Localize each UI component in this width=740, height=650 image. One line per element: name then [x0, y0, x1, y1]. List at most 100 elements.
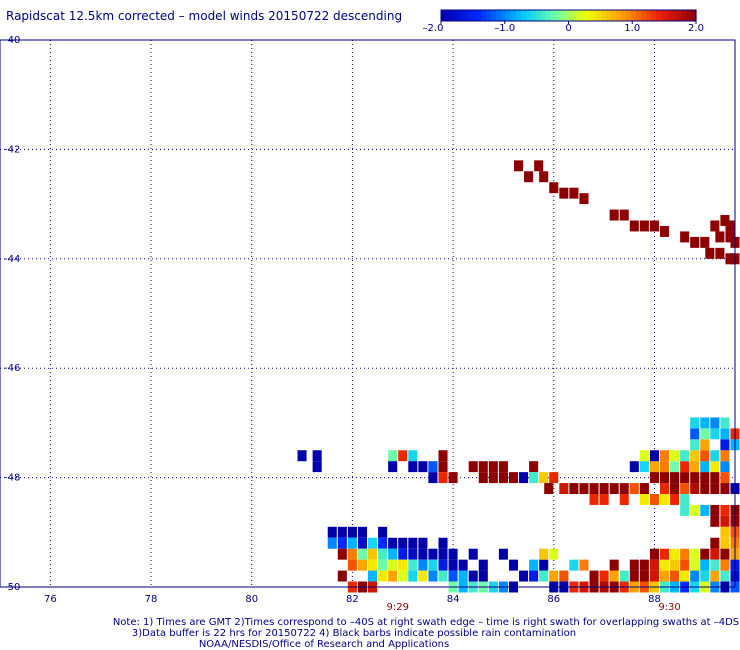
colorbar-segment: [541, 10, 547, 21]
plot-frame: [0, 39, 736, 588]
data-cell: [599, 570, 609, 582]
colorbar-segment: [531, 10, 537, 21]
data-cell: [468, 548, 478, 560]
data-cell: [388, 450, 398, 462]
data-cell: [659, 225, 670, 237]
colorbar-segment: [611, 10, 617, 21]
data-cell: [720, 461, 730, 473]
data-cell: [368, 570, 378, 582]
data-cell: [690, 236, 700, 248]
colorbar-segment: [571, 10, 577, 21]
data-cell: [710, 472, 720, 484]
data-cell: [347, 537, 357, 549]
data-cell: [498, 461, 508, 473]
data-cell: [690, 450, 700, 462]
data-cell: [428, 570, 438, 582]
data-cell: [690, 461, 700, 473]
data-cell: [428, 559, 438, 571]
data-cell: [448, 570, 458, 582]
data-cell: [649, 220, 659, 232]
data-cell: [498, 548, 508, 560]
data-cell: [670, 450, 680, 462]
data-cell: [418, 537, 428, 549]
data-cell: [569, 559, 579, 571]
data-cell: [539, 559, 549, 571]
colorbar-segment: [641, 10, 647, 21]
data-cell: [539, 570, 549, 582]
data-cell: [438, 537, 448, 549]
data-cell: [448, 472, 458, 484]
data-cell: [700, 461, 710, 473]
data-cell: [659, 450, 670, 462]
data-cell: [347, 559, 357, 571]
data-cell: [639, 483, 649, 495]
data-cell: [312, 461, 322, 473]
data-cell: [398, 537, 408, 549]
data-cell: [680, 570, 690, 582]
colorbar-segment: [551, 10, 557, 21]
colorbar-segment: [681, 10, 687, 21]
data-cell: [720, 417, 730, 429]
colorbar-segment: [621, 10, 627, 21]
data-cell: [589, 483, 599, 495]
data-cell: [579, 559, 589, 571]
data-cell: [327, 526, 337, 538]
data-cell: [458, 559, 468, 571]
data-cell: [700, 417, 710, 429]
data-cell: [408, 570, 418, 582]
colorbar: [440, 9, 697, 22]
data-cell: [680, 559, 690, 571]
data-cell: [312, 450, 322, 462]
colorbar-segment: [566, 10, 572, 21]
data-cell: [408, 461, 418, 473]
x-tick-label: 84: [447, 594, 460, 605]
data-cell: [720, 515, 730, 527]
data-cell: [710, 450, 720, 462]
data-cell: [559, 187, 569, 199]
note-line-3: NOAA/NESDIS/Office of Research and Appli…: [199, 639, 449, 650]
data-cell: [700, 559, 710, 571]
data-cell: [438, 461, 448, 473]
data-cell: [524, 171, 534, 183]
data-cell: [629, 461, 639, 473]
data-cell: [700, 504, 710, 516]
note-line-2: 3)Data buffer is 22 hrs for 20150722 4) …: [132, 628, 576, 639]
data-cell: [428, 472, 438, 484]
x-tick-label: 82: [346, 594, 359, 605]
data-cell: [670, 548, 680, 560]
data-cell: [549, 570, 559, 582]
data-cell: [609, 559, 619, 571]
data-cell: [659, 548, 670, 560]
data-cell: [599, 483, 609, 495]
data-cell: [619, 570, 629, 582]
colorbar-segment: [626, 10, 632, 21]
data-cell: [529, 472, 539, 484]
data-cell: [534, 160, 544, 172]
y-tick-label: -40: [4, 35, 20, 46]
data-cell: [619, 483, 629, 495]
y-tick-label: -50: [4, 582, 20, 593]
data-cell: [629, 559, 639, 571]
data-cell: [559, 570, 569, 582]
data-cell: [609, 209, 619, 221]
data-cell: [513, 160, 524, 172]
data-cell: [725, 253, 735, 265]
data-cell: [539, 171, 549, 183]
data-cell: [680, 504, 690, 516]
data-cell: [700, 428, 710, 440]
colorbar-segment: [596, 10, 602, 21]
data-cell: [347, 526, 357, 538]
colorbar-segment: [661, 10, 667, 21]
data-cell: [569, 187, 579, 199]
data-cell: [649, 548, 659, 560]
colorbar-segment: [511, 10, 517, 21]
data-cell: [539, 472, 549, 484]
data-cell: [529, 559, 539, 571]
data-cell: [347, 548, 357, 560]
data-cell: [659, 559, 670, 571]
data-cell: [609, 570, 619, 582]
colorbar-segment: [471, 10, 477, 21]
data-cell: [438, 559, 448, 571]
data-cell: [579, 483, 589, 495]
data-cell: [549, 472, 559, 484]
